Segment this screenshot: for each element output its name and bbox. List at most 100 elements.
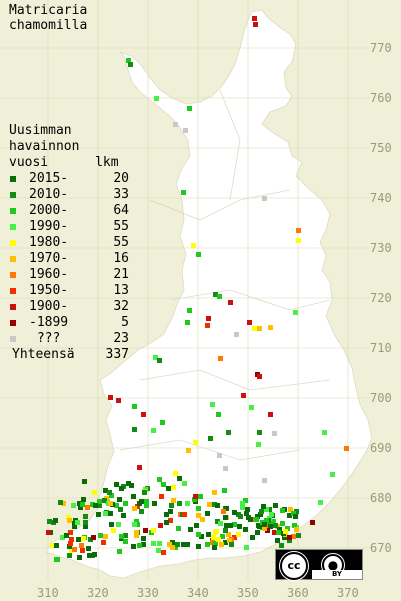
observation-square [118, 507, 123, 512]
observation-square [98, 533, 103, 538]
legend-row: -1899 5 [9, 315, 129, 331]
observation-square [264, 507, 269, 512]
observation-square [211, 535, 216, 540]
observation-square [206, 532, 211, 537]
observation-square [86, 546, 91, 551]
observation-square [227, 538, 232, 543]
observation-square [173, 545, 178, 550]
x-tick-label: 360 [287, 586, 309, 600]
observation-square [248, 517, 253, 522]
observation-square [97, 499, 102, 504]
observation-square [243, 498, 248, 503]
observation-square [228, 300, 233, 305]
observation-square [217, 294, 222, 299]
observation-square [182, 512, 187, 517]
observation-square [268, 524, 273, 529]
legend-count: 20 [113, 171, 129, 186]
observation-square [134, 533, 139, 538]
observation-square [196, 544, 201, 549]
observation-square [205, 511, 210, 516]
legend-total-count: 337 [105, 347, 129, 362]
observation-square [185, 542, 190, 547]
observation-square [91, 535, 96, 540]
map-title: Matricaria chamomilla [9, 3, 87, 33]
observation-square [77, 501, 82, 506]
observation-square [53, 518, 58, 523]
observation-square [273, 503, 278, 508]
y-tick-label: 770 [370, 41, 392, 55]
legend-header-3: vuosi lkm [9, 155, 119, 170]
observation-square [72, 547, 77, 552]
observation-square [344, 446, 349, 451]
observation-square [257, 430, 262, 435]
observation-square [123, 533, 128, 538]
legend-rows: 2015- 20 2010- 33 2000- 64 1990- 55 1980- 55 1970-… [9, 171, 129, 347]
observation-square [108, 501, 113, 506]
legend-year-label: 1900- [29, 299, 69, 314]
observation-square [161, 482, 166, 487]
observation-square [164, 512, 169, 517]
observation-square [167, 542, 172, 547]
observation-square [117, 497, 122, 502]
observation-square [64, 533, 69, 538]
observation-square [132, 404, 137, 409]
observation-square [175, 542, 180, 547]
observation-square [217, 453, 222, 458]
observation-square [68, 530, 73, 535]
observation-square [54, 543, 59, 548]
legend-row: 2010- 33 [9, 187, 129, 203]
observation-square [193, 494, 198, 499]
observation-square [141, 536, 146, 541]
observation-square [213, 541, 218, 546]
observation-square [262, 196, 267, 201]
legend-swatch [10, 240, 16, 246]
observation-square [83, 524, 88, 529]
y-tick-label: 670 [370, 541, 392, 555]
observation-square [171, 485, 176, 490]
observation-square [58, 500, 63, 505]
grid-lines [0, 0, 370, 580]
cc-by-license-badge[interactable]: cc ● BY [275, 549, 363, 580]
observation-square [216, 412, 221, 417]
observation-square [275, 538, 280, 543]
observation-square [142, 490, 147, 495]
legend-count: 55 [113, 219, 129, 234]
observation-square [170, 545, 175, 550]
observation-square [287, 535, 292, 540]
observation-square [188, 527, 193, 532]
observation-square [205, 323, 210, 328]
observation-square [223, 528, 228, 533]
observation-square [218, 521, 223, 526]
observation-square [90, 502, 95, 507]
observation-square [114, 503, 119, 508]
legend: Uusimman havainnon vuosi lkm 2015- 20 2010… [9, 123, 129, 363]
title-line-1: Matricaria [9, 3, 88, 18]
title-line-2: chamomilla [9, 18, 88, 33]
observation-square [262, 526, 267, 531]
observation-square [255, 514, 260, 519]
observation-square [141, 542, 146, 547]
observation-square [132, 522, 137, 527]
observation-square [258, 512, 263, 517]
observation-square [185, 320, 190, 325]
observation-square [219, 542, 224, 547]
legend-swatch [10, 256, 16, 262]
observation-square [228, 523, 233, 528]
observation-square [160, 420, 165, 425]
observation-square [137, 465, 142, 470]
observation-square [119, 534, 124, 539]
observation-square [108, 395, 113, 400]
legend-row: 1900- 32 [9, 299, 129, 315]
observation-square [272, 530, 277, 535]
observation-square [108, 511, 113, 516]
observation-square [296, 238, 301, 243]
observation-square [192, 497, 197, 502]
observation-square [168, 509, 173, 514]
y-tick-label: 720 [370, 291, 392, 305]
observation-square [187, 106, 192, 111]
legend-row: 1990- 55 [9, 219, 129, 235]
observation-square [287, 513, 292, 518]
observation-square [83, 514, 88, 519]
observation-square [185, 501, 190, 506]
observation-square [75, 520, 80, 525]
